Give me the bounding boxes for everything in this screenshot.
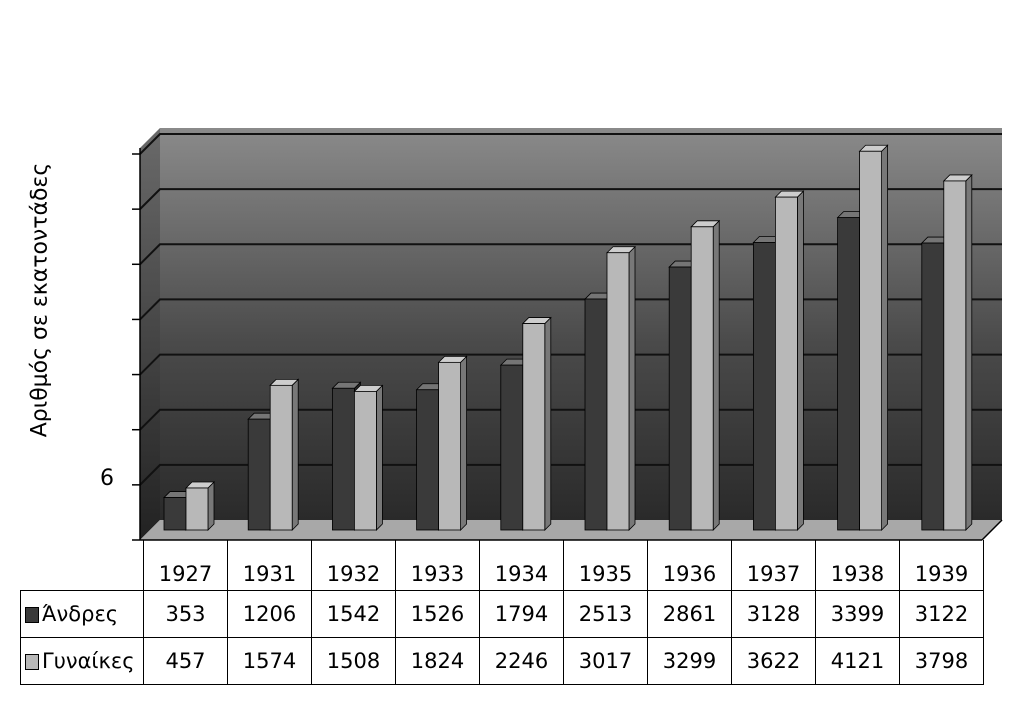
gridline [139, 298, 1002, 321]
legend-men: Άνδρες [20, 590, 144, 638]
year-cell: 1934 [479, 540, 564, 591]
table-header-row: 1927 1931 1932 1933 1934 1935 1936 1937 … [21, 540, 984, 591]
year-cell: 1938 [815, 540, 900, 591]
gridline [139, 188, 1002, 210]
value-cell: 3622 [731, 637, 816, 685]
value-cell: 2246 [479, 637, 564, 685]
value-cell: 3399 [815, 590, 900, 638]
gridline [139, 408, 1002, 431]
value-cell: 2861 [647, 590, 732, 638]
bar-women-1927 [185, 481, 215, 531]
value-cell: 1508 [311, 637, 396, 685]
year-cell: 1936 [647, 540, 732, 591]
year-cell: 1927 [143, 540, 228, 591]
value-cell: 1206 [227, 590, 312, 638]
bar-women-1935 [606, 245, 636, 531]
gridline [139, 133, 1002, 155]
side-wall [140, 128, 160, 540]
year-cell: 1933 [395, 540, 480, 591]
value-cell: 353 [143, 590, 228, 638]
data-table: 1927 1931 1932 1933 1934 1935 1936 1937 … [20, 540, 984, 685]
gridline [139, 353, 1002, 376]
value-cell: 4121 [815, 637, 900, 685]
legend-swatch-men [25, 607, 39, 623]
gridline [139, 463, 1002, 486]
value-cell: 1526 [395, 590, 480, 638]
legend-swatch-women [25, 654, 39, 670]
bar-women-1939 [942, 173, 973, 531]
year-cell: 1939 [899, 540, 984, 591]
bar-women-1937 [774, 190, 805, 531]
year-cell: 1932 [311, 540, 396, 591]
value-cell: 3798 [899, 637, 984, 685]
value-cell: 3128 [731, 590, 816, 638]
year-cell: 1937 [731, 540, 816, 591]
year-cell: 1931 [227, 540, 312, 591]
bar-women-1938 [858, 144, 889, 531]
year-cell: 1935 [563, 540, 648, 591]
table-row-men: Άνδρες 353 1206 1542 1526 1794 2513 2861… [20, 590, 984, 638]
value-cell: 1824 [395, 637, 480, 685]
bar-women-1932 [353, 384, 384, 531]
bar-women-1933 [437, 355, 468, 531]
y-tick-label: 6 [100, 466, 114, 491]
gridline [139, 243, 1002, 265]
legend-women: Γυναίκες [20, 637, 144, 685]
value-cell: 1574 [227, 637, 312, 685]
value-cell: 457 [143, 637, 228, 685]
value-cell: 1794 [479, 590, 564, 638]
bar-women-1936 [690, 219, 721, 531]
value-cell: 3122 [899, 590, 984, 638]
bar-women-1934 [521, 316, 552, 531]
bar-women-1931 [269, 378, 300, 531]
value-cell: 2513 [563, 590, 648, 638]
value-cell: 1542 [311, 590, 396, 638]
value-cell: 3017 [563, 637, 648, 685]
table-row-women: Γυναίκες 457 1574 1508 1824 2246 3017 32… [20, 637, 984, 685]
value-cell: 3299 [647, 637, 732, 685]
